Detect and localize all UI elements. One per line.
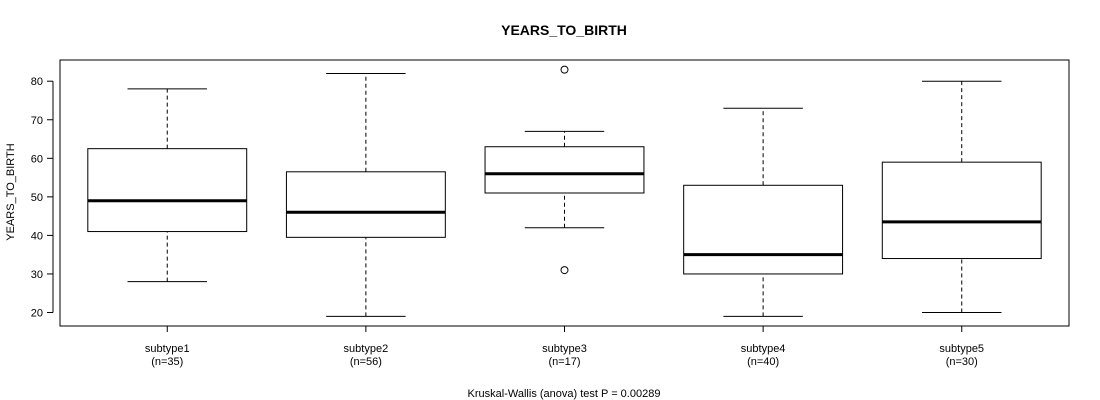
x-tick-label: subtype5 xyxy=(939,343,984,355)
x-tick-count-label: (n=35) xyxy=(151,356,183,368)
x-tick-count-label: (n=40) xyxy=(747,356,779,368)
box-subtype2 xyxy=(285,72,446,317)
y-tick-label: 30 xyxy=(31,269,43,281)
box-subtype1 xyxy=(87,88,248,283)
y-tick-label: 40 xyxy=(31,230,43,242)
iqr-box xyxy=(881,161,1042,260)
iqr-box xyxy=(285,171,446,238)
x-tick-count-label: (n=17) xyxy=(548,356,580,368)
x-tick-label: subtype3 xyxy=(542,343,587,355)
x-tick-count-label: (n=56) xyxy=(350,356,382,368)
y-axis-label: YEARS_TO_BIRTH xyxy=(5,143,17,240)
box-subtype5 xyxy=(881,80,1042,314)
x-tick-label: subtype4 xyxy=(741,343,786,355)
iqr-box xyxy=(484,146,645,194)
y-tick-label: 20 xyxy=(31,308,43,320)
box-subtype3 xyxy=(484,65,645,275)
x-tick-label: subtype1 xyxy=(145,343,190,355)
y-axis: 20 30 40 50 60 70 80 xyxy=(31,76,54,320)
outlier-point xyxy=(560,266,569,275)
y-tick-label: 70 xyxy=(31,115,43,127)
x-tick-count-label: (n=30) xyxy=(946,356,978,368)
y-tick-label: 80 xyxy=(31,76,43,88)
x-axis-labels: subtype1(n=35) subtype2(n=56) subtype3(n=1… xyxy=(145,326,984,368)
y-tick-label: 50 xyxy=(31,192,43,204)
y-tick-label: 60 xyxy=(31,153,43,165)
box-subtype4 xyxy=(683,107,844,317)
x-tick-label: subtype2 xyxy=(344,343,389,355)
iqr-box xyxy=(87,148,248,233)
chart-title: YEARS_TO_BIRTH xyxy=(501,22,627,38)
test-p-value-label: Kruskal-Wallis (anova) test P = 0.00289 xyxy=(468,388,661,400)
outlier-point xyxy=(560,65,569,74)
boxes xyxy=(87,65,1042,317)
iqr-box xyxy=(683,184,844,275)
